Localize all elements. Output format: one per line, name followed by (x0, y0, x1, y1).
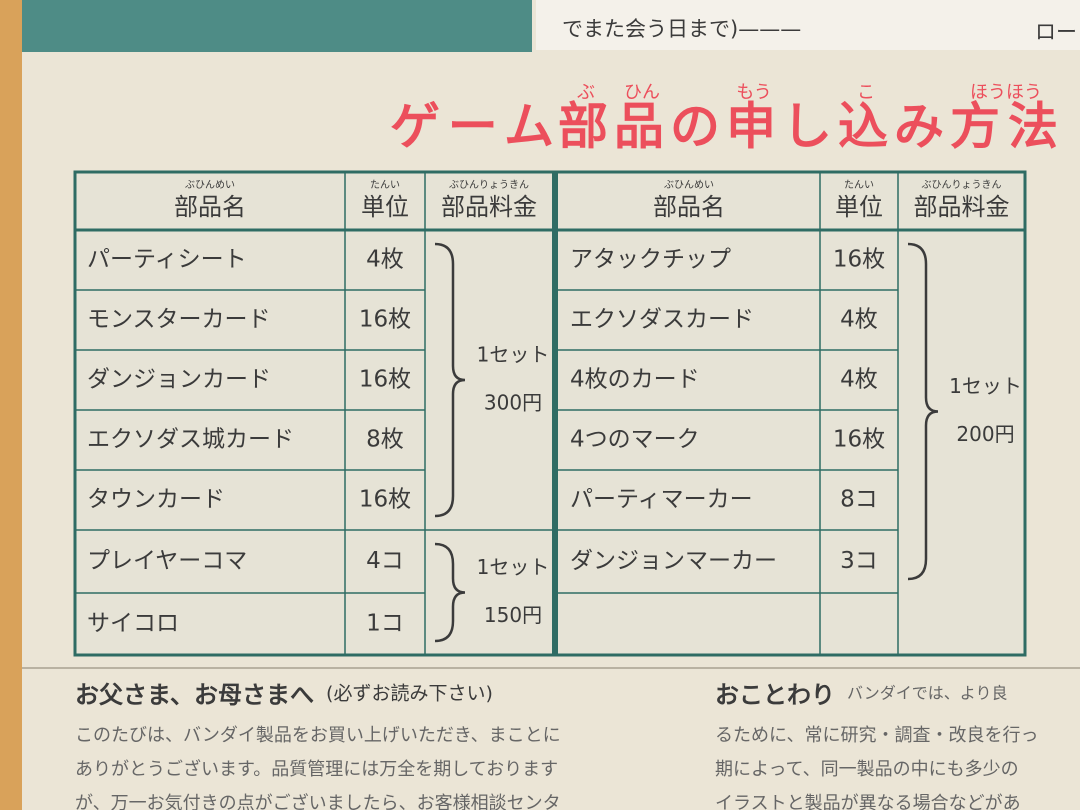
title-text: 部 (558, 98, 608, 156)
part-name: タウンカード (87, 487, 225, 513)
column-header: 単位 (361, 193, 409, 221)
title-ruby: こ (857, 82, 875, 103)
note-heading: おことわり (715, 681, 835, 709)
part-unit: 4コ (366, 548, 404, 574)
set-price: 200円 (956, 422, 1014, 446)
set-label: 1セット (477, 555, 550, 579)
part-name: エクソダス城カード (87, 427, 294, 453)
part-name: エクソダスカード (570, 307, 754, 333)
table-frame (73, 170, 1027, 657)
note-line: が、万一お気付きの点がございましたら、お客様相談センタ (75, 792, 561, 810)
part-unit: 8枚 (366, 427, 404, 453)
brace (907, 242, 939, 581)
part-unit: 16枚 (359, 307, 411, 333)
column-ruby: ぶひんめい (664, 179, 714, 191)
set-label: 1セット (477, 343, 550, 367)
title-text: ゲーム (390, 98, 554, 156)
note-subheading: (必ずお読み下さい) (326, 683, 493, 705)
brace (434, 542, 466, 643)
part-name: モンスターカード (87, 307, 271, 333)
column-ruby: たんい (370, 179, 400, 191)
top-text-right: ロー (1035, 20, 1077, 44)
title-text: し (782, 98, 832, 156)
part-name: パーティマーカー (570, 487, 753, 513)
part-unit: 16枚 (833, 427, 885, 453)
set-label: 1セット (949, 374, 1022, 398)
part-unit: 4枚 (366, 247, 404, 273)
set-price: 300円 (484, 391, 542, 415)
part-unit: 4枚 (840, 307, 878, 333)
part-name: アタックチップ (570, 247, 731, 273)
top-band (22, 0, 532, 52)
part-name: 4つのマーク (570, 427, 700, 453)
part-name: プレイヤーコマ (87, 548, 247, 574)
part-name: サイコロ (87, 611, 179, 637)
column-ruby: ぶひんめい (185, 179, 235, 191)
top-text: でまた会う日まで)——— (562, 17, 801, 41)
title-ruby: ほうほう (970, 82, 1042, 103)
part-name: パーティシート (87, 247, 247, 273)
title-text: 込 (838, 98, 888, 156)
column-ruby: ぶひんりょうきん (922, 179, 1002, 191)
note-line: 期によって、同一製品の中にも多少の (715, 759, 1019, 780)
part-unit: 4枚 (840, 367, 878, 393)
column-ruby: ぶひんりょうきん (449, 179, 529, 191)
title-text: 申 (726, 98, 776, 156)
part-name: 4枚のカード (570, 367, 700, 393)
title-ruby: ひん (624, 82, 660, 103)
brace (434, 242, 466, 518)
part-unit: 16枚 (359, 367, 411, 393)
column-header: 部品料金 (914, 193, 1010, 221)
note-heading: お父さま、お母さまへ (75, 681, 314, 709)
title-text: の (670, 98, 720, 156)
part-unit: 1コ (366, 611, 404, 637)
top-box (536, 0, 1080, 50)
part-unit: 3コ (840, 548, 878, 574)
title-text: み (894, 98, 944, 156)
note-line: るために、常に研究・調査・改良を行っ (715, 725, 1038, 746)
part-unit: 16枚 (359, 487, 411, 513)
part-name: ダンジョンマーカー (570, 548, 777, 574)
title-ruby: ぶ (577, 82, 595, 103)
column-ruby: たんい (844, 179, 874, 191)
part-name: ダンジョンカード (87, 367, 271, 393)
set-price: 150円 (484, 603, 542, 627)
part-unit: 16枚 (833, 247, 885, 273)
note-line: ありがとうございます。品質管理には万全を期しております (75, 758, 558, 780)
note-subheading: バンダイでは、より良 (847, 684, 1007, 703)
note-line: イラストと製品が異なる場合などがあ (715, 793, 1021, 810)
column-header: 部品料金 (441, 193, 537, 221)
column-header: 単位 (835, 193, 883, 221)
title-text: 品 (614, 98, 664, 156)
column-header: 部品名 (653, 193, 725, 221)
title-ruby: もう (736, 82, 771, 103)
part-unit: 8コ (840, 487, 878, 513)
note-line: このたびは、バンダイ製品をお買い上げいただき、まことに (75, 725, 561, 746)
column-header: 部品名 (174, 193, 246, 221)
